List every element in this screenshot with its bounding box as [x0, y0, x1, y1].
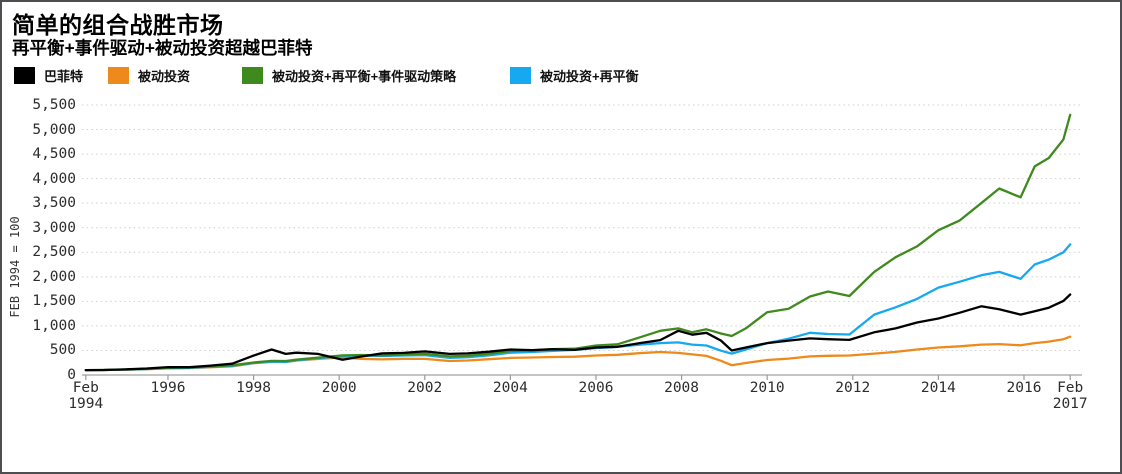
- footer-brands: 图表家 Tubiaojia·com Bloomberg: [2, 422, 1120, 472]
- legend-swatch-icon: [242, 66, 263, 84]
- x-tick-label: 2000: [321, 380, 357, 396]
- series-line-2: [84, 113, 1072, 372]
- y-tick-label: 3,000: [32, 219, 76, 236]
- chart-subtitle: 再平衡+事件驱动+被动投资超越巴菲特: [12, 38, 313, 58]
- y-tick-label: 2,000: [32, 268, 76, 285]
- legend: 巴菲特 被动投资 被动投资+再平衡+事件驱动策略 被动投资+再平衡: [2, 64, 1120, 90]
- y-tick-label: 5,000: [32, 121, 76, 138]
- y-tick-label: 0: [67, 367, 76, 383]
- x-tick-label: 2002: [407, 380, 443, 396]
- legend-item: 被动投资+再平衡: [510, 64, 639, 86]
- x-tick-label: 2016: [1006, 380, 1042, 396]
- x-tick-label: 2004: [492, 380, 528, 396]
- y-tick-label: 4,000: [32, 170, 76, 187]
- y-tick-label: 1,000: [32, 317, 76, 334]
- x-tick-label: 2008: [664, 380, 700, 396]
- y-tick-label: 1,500: [32, 293, 76, 310]
- x-tick-label: Feb 2017: [1052, 380, 1088, 412]
- x-tick-label: 1998: [236, 380, 272, 396]
- x-tick-label: 2012: [835, 380, 871, 396]
- x-tick-label: 1996: [150, 380, 186, 396]
- y-tick-label: 3,500: [32, 195, 76, 212]
- legend-label: 被动投资: [138, 68, 191, 84]
- legend-label: 被动投资+再平衡: [540, 68, 639, 84]
- legend-item: 被动投资+再平衡+事件驱动策略: [242, 64, 456, 86]
- y-tick-label: 2,500: [32, 244, 76, 261]
- legend-swatch-icon: [14, 66, 35, 84]
- legend-item: 巴菲特: [14, 64, 83, 86]
- series-line-0: [84, 293, 1072, 372]
- x-tick-label: Feb 1994: [68, 380, 104, 412]
- y-tick-label: 4,500: [32, 146, 76, 163]
- x-tick-label: 2014: [920, 380, 956, 396]
- legend-swatch-icon: [510, 66, 531, 84]
- legend-swatch-icon: [108, 66, 129, 84]
- legend-label: 巴菲特: [44, 68, 84, 84]
- x-tick-label: 2006: [578, 380, 614, 396]
- legend-item: 被动投资: [108, 64, 190, 86]
- y-tick-label: 5,500: [32, 97, 76, 113]
- legend-label: 被动投资+再平衡+事件驱动策略: [272, 68, 457, 84]
- y-tick-label: 500: [49, 342, 76, 359]
- x-tick-label: 2010: [749, 380, 785, 396]
- series-line-3: [84, 243, 1072, 372]
- chart-title: 简单的组合战胜市场: [12, 12, 224, 38]
